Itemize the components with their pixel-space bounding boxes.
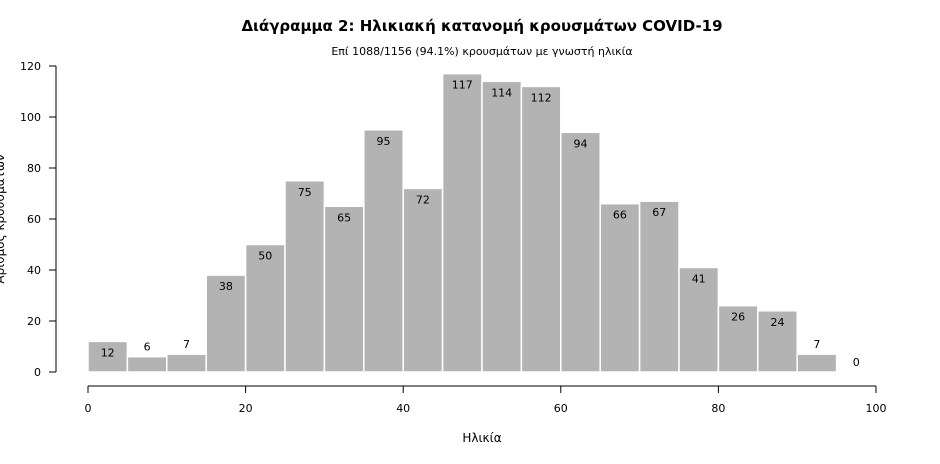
histogram-bar <box>481 80 523 373</box>
y-tick-label: 40 <box>27 264 41 277</box>
y-tick-label: 120 <box>20 60 41 73</box>
bar-value-label: 12 <box>101 346 115 359</box>
bar-value-label: 26 <box>731 311 745 324</box>
bar-value-label: 75 <box>298 186 312 199</box>
x-tick-label: 0 <box>85 402 92 415</box>
bar-value-label: 95 <box>377 135 391 148</box>
bar-value-label: 66 <box>613 209 627 222</box>
histogram-bar <box>323 205 365 373</box>
bar-value-label: 67 <box>652 206 666 219</box>
y-tick-label: 100 <box>20 111 41 124</box>
bar-value-label: 0 <box>853 356 860 369</box>
bar-value-label: 72 <box>416 193 430 206</box>
bar-value-label: 112 <box>531 91 552 104</box>
x-tick-label: 80 <box>711 402 725 415</box>
histogram-bar <box>599 202 641 373</box>
bar-value-label: 7 <box>183 338 190 351</box>
x-tick-label: 20 <box>239 402 253 415</box>
histogram-bar <box>244 243 286 373</box>
histogram-bar <box>638 200 680 373</box>
bar-value-label: 24 <box>771 316 785 329</box>
bar-value-label: 114 <box>491 86 512 99</box>
histogram-bar <box>284 180 326 373</box>
histogram-bar <box>678 266 720 373</box>
y-axis-title: Αριθμός κρουσμάτων <box>0 154 7 283</box>
histogram-bar <box>560 131 601 373</box>
bar-value-label: 38 <box>219 280 233 293</box>
bar-value-label: 65 <box>337 211 351 224</box>
histogram-bar <box>363 129 404 373</box>
histogram-bar <box>166 353 207 373</box>
y-tick-label: 60 <box>27 213 41 226</box>
y-tick-label: 20 <box>27 315 41 328</box>
histogram-bar <box>441 72 483 373</box>
x-axis-title: Ηλικία <box>462 431 501 445</box>
x-tick-label: 60 <box>554 402 568 415</box>
bar-value-label: 94 <box>574 137 588 150</box>
chart-subtitle: Επί 1088/1156 (94.1%) κρουσμάτων με γνωσ… <box>331 45 633 58</box>
bar-value-label: 50 <box>258 250 272 263</box>
bar-value-label: 117 <box>452 79 473 92</box>
histogram-bar <box>717 304 759 373</box>
x-tick-label: 40 <box>396 402 410 415</box>
histogram-bar <box>757 310 798 373</box>
y-tick-label: 0 <box>34 366 41 379</box>
histogram-bar <box>520 85 562 373</box>
bar-value-label: 6 <box>144 341 151 354</box>
histogram-bar <box>402 187 444 373</box>
x-tick-label: 100 <box>866 402 887 415</box>
histogram-bar <box>796 353 838 373</box>
chart-title: Διάγραμμα 2: Ηλικιακή κατανομή κρουσμάτω… <box>241 17 723 35</box>
bar-value-label: 41 <box>692 272 706 285</box>
histogram-bar <box>87 340 129 373</box>
histogram-bar <box>126 355 168 373</box>
y-tick-label: 80 <box>27 162 41 175</box>
bar-value-label: 7 <box>813 338 820 351</box>
